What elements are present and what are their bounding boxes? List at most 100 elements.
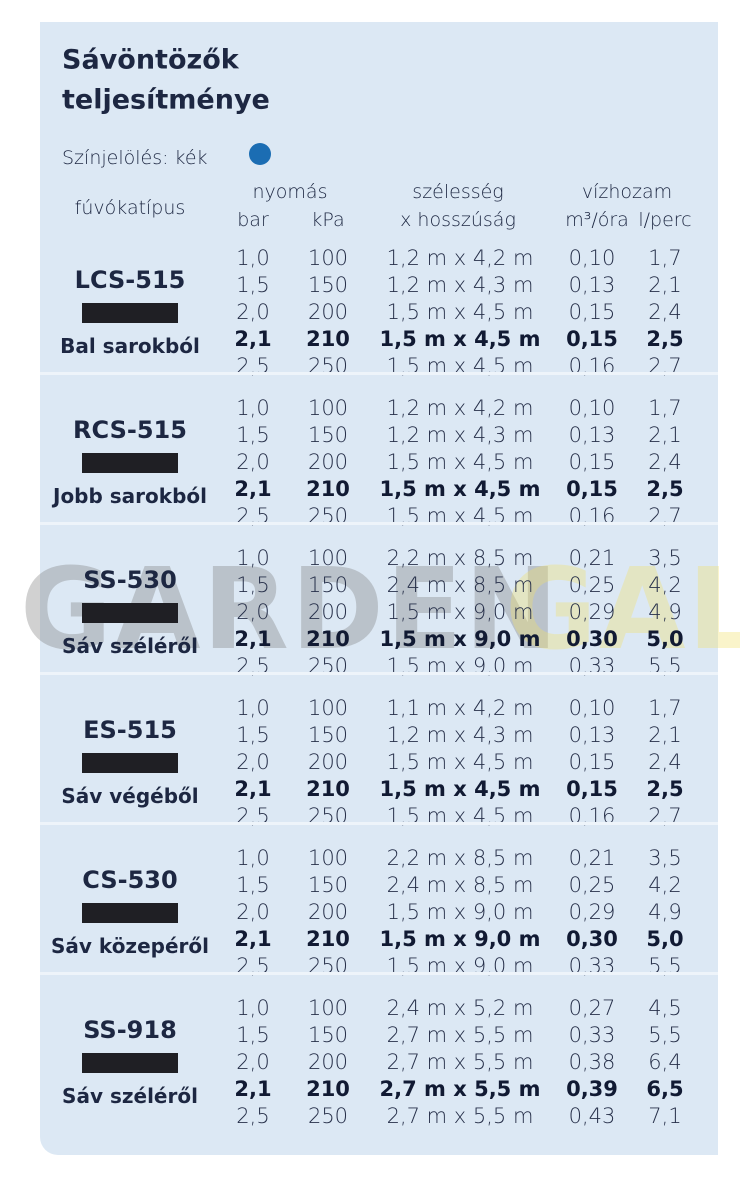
table-cell: 2,4 — [648, 750, 682, 774]
table-cell: 1,5 m x 9,0 m — [386, 600, 534, 624]
table-cell: 210 — [306, 777, 350, 801]
nozzle-description: Bal sarokból — [60, 334, 200, 358]
nozzle-icon — [82, 1053, 178, 1073]
table-cell: 2,2 m x 8,5 m — [386, 546, 534, 570]
header: bar — [237, 209, 269, 231]
table-cell: 2,5 — [236, 1104, 270, 1128]
table-cell: 0,29 — [568, 600, 616, 624]
table-cell: 2,4 — [648, 450, 682, 474]
table-cell: 1,5 m x 4,5 m — [379, 327, 541, 351]
table-cell: 1,7 — [648, 696, 682, 720]
table-cell: 0,13 — [568, 273, 616, 297]
table-cell: 1,5 m x 9,0 m — [379, 627, 541, 651]
table-cell: 3,5 — [648, 846, 682, 870]
table-cell: 0,10 — [568, 246, 616, 270]
header: x hosszúság — [400, 209, 516, 231]
table-cell: 0,21 — [568, 546, 616, 570]
table-cell: 1,0 — [236, 246, 270, 270]
table-cell: 2,1 — [648, 423, 682, 447]
table-cell: 1,2 m x 4,2 m — [386, 396, 534, 420]
table-cell: 1,5 — [236, 273, 270, 297]
table-cell: 1,5 m x 4,5 m — [386, 450, 534, 474]
table-cell: 1,0 — [236, 396, 270, 420]
table-cell: 100 — [307, 696, 349, 720]
table-cell: 1,2 m x 4,3 m — [386, 423, 534, 447]
table-cell: 2,0 — [236, 750, 270, 774]
table-cell: 1,5 m x 4,5 m — [386, 750, 534, 774]
table-cell: 200 — [307, 600, 349, 624]
nozzle-icon — [82, 603, 178, 623]
nozzle-icon — [82, 753, 178, 773]
table-cell: 2,5 — [646, 327, 684, 351]
table-cell: 2,7 m x 5,5 m — [386, 1050, 534, 1074]
table-cell: 0,15 — [568, 750, 616, 774]
header: fúvókatípus — [74, 197, 186, 219]
table-cell: 1,5 — [236, 873, 270, 897]
table-cell: 200 — [307, 300, 349, 324]
table-cell: 1,7 — [648, 396, 682, 420]
table-cell: 1,2 m x 4,3 m — [386, 273, 534, 297]
table-cell: 2,7 m x 5,5 m — [386, 1023, 534, 1047]
table-cell: 0,43 — [568, 1104, 616, 1128]
separator — [40, 822, 718, 825]
table-cell: 0,30 — [566, 627, 618, 651]
table-cell: 100 — [307, 246, 349, 270]
table-cell: 2,0 — [236, 300, 270, 324]
nozzle-icon — [82, 903, 178, 923]
table-cell: 2,7 m x 5,5 m — [386, 1104, 534, 1128]
table-cell: 150 — [307, 1023, 349, 1047]
panel — [40, 22, 718, 1155]
table-cell: 1,1 m x 4,2 m — [386, 696, 534, 720]
separator — [40, 372, 718, 375]
table-cell: 2,4 — [648, 300, 682, 324]
table-cell: 150 — [307, 273, 349, 297]
table-cell: 2,4 m x 5,2 m — [386, 996, 534, 1020]
table-cell: 2,7 m x 5,5 m — [379, 1077, 541, 1101]
table-cell: 100 — [307, 996, 349, 1020]
table-cell: 5,5 — [648, 1023, 682, 1047]
title: teljesítménye — [62, 84, 270, 116]
table-cell: 6,5 — [646, 1077, 684, 1101]
table-cell: 210 — [306, 477, 350, 501]
table-cell: 1,2 m x 4,3 m — [386, 723, 534, 747]
table-cell: 4,2 — [648, 573, 682, 597]
nozzle-description: Sáv széléről — [62, 634, 198, 658]
separator — [40, 672, 718, 675]
table-cell: 4,9 — [648, 900, 682, 924]
table-cell: 4,9 — [648, 600, 682, 624]
table-cell: 200 — [307, 750, 349, 774]
table-cell: 0,15 — [568, 450, 616, 474]
table-cell: 0,30 — [566, 927, 618, 951]
table-cell: 0,25 — [568, 873, 616, 897]
table-cell: 0,25 — [568, 573, 616, 597]
nozzle-icon — [82, 303, 178, 323]
table-cell: 0,10 — [568, 696, 616, 720]
table-cell: 100 — [307, 546, 349, 570]
table-cell: 1,0 — [236, 546, 270, 570]
table-cell: 200 — [307, 900, 349, 924]
table-cell: 0,15 — [566, 477, 618, 501]
header: m³/óra — [565, 209, 629, 231]
table-cell: 1,7 — [648, 246, 682, 270]
color-note: Színjelölés: kék — [62, 147, 208, 169]
table-cell: 1,5 — [236, 423, 270, 447]
table-cell: 0,39 — [566, 1077, 618, 1101]
table-cell: 2,1 — [234, 477, 272, 501]
table-cell: 1,0 — [236, 696, 270, 720]
nozzle-name: SS-530 — [83, 566, 177, 594]
nozzle-description: Sáv széléről — [62, 1084, 198, 1108]
table-cell: 1,5 m x 4,5 m — [386, 300, 534, 324]
nozzle-description: Jobb sarokból — [53, 484, 207, 508]
nozzle-icon — [82, 453, 178, 473]
table-cell: 210 — [306, 1077, 350, 1101]
table-cell: 2,0 — [236, 1050, 270, 1074]
table-cell: 2,2 m x 8,5 m — [386, 846, 534, 870]
table-cell: 2,0 — [236, 450, 270, 474]
table-cell: 210 — [306, 627, 350, 651]
table-cell: 6,4 — [648, 1050, 682, 1074]
nozzle-description: Sáv közepéről — [51, 934, 209, 958]
header: nyomás — [252, 181, 328, 203]
nozzle-name: ES-515 — [83, 716, 177, 744]
table-cell: 150 — [307, 573, 349, 597]
table-cell: 150 — [307, 423, 349, 447]
